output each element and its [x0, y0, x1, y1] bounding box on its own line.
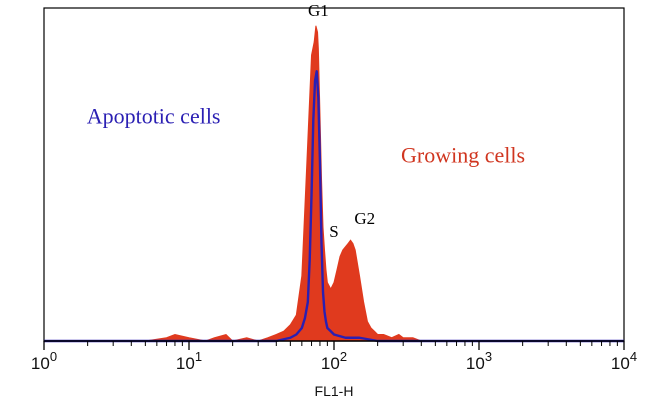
tick-label-exponent: 1 — [195, 349, 202, 364]
tick-label-4: 104 — [611, 349, 637, 373]
x-axis-ticks — [43, 341, 625, 350]
annotation-g1: G1 — [308, 1, 329, 20]
series-growing-cells-area — [44, 25, 624, 342]
tick-label-base: 10 — [466, 354, 485, 373]
tick-label-base: 10 — [31, 354, 50, 373]
annotation-s: S — [329, 222, 338, 241]
annotation-g2: G2 — [354, 209, 375, 228]
tick-label-base: 10 — [321, 354, 340, 373]
annotations: G1 S G2 Apoptotic cells Growing cells — [87, 1, 525, 241]
x-axis-tick-labels: 100 101 102 103 104 — [31, 349, 637, 373]
tick-label-3: 103 — [466, 349, 492, 373]
tick-label-exponent: 0 — [50, 349, 57, 364]
tick-label-0: 100 — [31, 349, 57, 373]
series-apoptotic-cells-line — [44, 70, 624, 343]
annotation-apoptotic-cells: Apoptotic cells — [87, 103, 221, 128]
annotation-growing-cells: Growing cells — [401, 142, 525, 167]
tick-label-1: 101 — [176, 349, 202, 373]
tick-label-exponent: 2 — [340, 349, 347, 364]
tick-label-exponent: 3 — [485, 349, 492, 364]
tick-label-base: 10 — [611, 354, 630, 373]
tick-label-2: 102 — [321, 349, 347, 373]
series-layer — [44, 25, 624, 343]
x-axis-label: FL1-H — [315, 383, 354, 399]
tick-label-base: 10 — [176, 354, 195, 373]
tick-label-exponent: 4 — [630, 349, 637, 364]
